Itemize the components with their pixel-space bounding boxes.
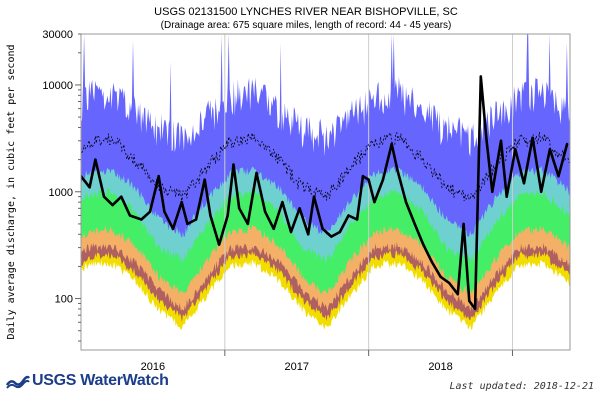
observed-point — [203, 178, 206, 181]
observed-point — [238, 207, 241, 210]
observed-point — [232, 163, 235, 166]
observed-point — [140, 218, 143, 221]
observed-point — [499, 139, 503, 142]
y-tick-label: 1000 — [49, 187, 73, 199]
percentile-bands — [81, 34, 570, 350]
y-tick-label: 10000 — [42, 80, 73, 92]
observed-point — [361, 175, 365, 178]
observed-point — [565, 142, 569, 146]
observed-point — [390, 142, 393, 146]
observed-point — [491, 190, 494, 193]
logo-text: USGS WaterWatch — [32, 372, 169, 389]
observed-point — [531, 136, 534, 139]
chart-title: USGS 02131500 LYNCHES RIVER NEAR BISHOPV… — [154, 6, 458, 18]
observed-point — [94, 158, 97, 161]
observed-point — [163, 210, 166, 213]
observed-point — [157, 175, 160, 178]
median-dashed-line — [81, 131, 570, 203]
observed-point — [263, 210, 267, 213]
x-tick-label: 2017 — [284, 361, 308, 373]
year-gridlines — [224, 34, 513, 350]
observed-point — [217, 243, 221, 246]
observed-point — [321, 227, 324, 230]
observed-point — [367, 178, 370, 181]
observed-series — [81, 75, 569, 311]
band-below-min — [81, 259, 570, 350]
usgs-wave-icon — [6, 375, 30, 389]
observed-point — [226, 214, 229, 217]
observed-point — [462, 222, 465, 226]
observed-point — [347, 214, 350, 217]
observed-point — [439, 275, 442, 278]
observed-point — [88, 186, 91, 189]
observed-point — [338, 230, 342, 234]
median-line — [81, 131, 570, 203]
observed-point — [548, 148, 552, 151]
y-tick-label: 100 — [55, 294, 73, 306]
observed-point — [540, 190, 543, 193]
observed-point — [209, 214, 212, 217]
observed-point — [312, 195, 316, 198]
observed-point — [396, 168, 399, 172]
y-tick-label: 30000 — [42, 29, 73, 41]
observed-point — [128, 214, 132, 217]
x-axis: 2016 2017 2018 — [141, 350, 513, 373]
observed-point — [194, 218, 198, 221]
observed-point — [448, 281, 451, 285]
observed-point — [557, 175, 560, 178]
observed-point — [430, 260, 434, 264]
x-tick-label: 2018 — [428, 361, 452, 373]
observed-point — [102, 195, 106, 198]
chart-subtitle: (Drainage area: 675 square miles, length… — [161, 20, 452, 31]
observed-point — [148, 210, 152, 213]
observed-point — [404, 200, 408, 204]
observed-point — [355, 218, 359, 221]
y-axis: 100 1000 10000 30000 — [42, 29, 81, 342]
observed-point — [468, 299, 471, 303]
observed-point — [505, 195, 508, 198]
observed-point — [422, 243, 425, 246]
observed-point — [485, 139, 488, 142]
observed-point — [272, 227, 275, 230]
observed-point — [522, 182, 526, 185]
y-axis-label: Daily average discharge, in cubic feet p… — [6, 44, 17, 339]
observed-point — [514, 148, 517, 151]
observed-point — [479, 75, 482, 78]
observed-point — [330, 235, 333, 238]
observed-point — [120, 195, 123, 198]
observed-point — [246, 222, 249, 226]
last-updated: Last updated: 2018-12-21 — [449, 381, 595, 392]
observed-point — [298, 207, 301, 210]
observed-point — [289, 230, 293, 234]
observed-point — [186, 222, 189, 226]
observed-point — [373, 200, 376, 204]
observed-point — [456, 293, 459, 296]
observed-point — [281, 200, 284, 204]
usgs-logo[interactable]: USGS WaterWatch — [6, 371, 169, 391]
observed-point — [255, 171, 258, 175]
observed-point — [307, 233, 310, 236]
observed-point — [413, 222, 416, 226]
observed-point — [473, 307, 477, 311]
observed-point — [171, 227, 175, 230]
x-tick-label: 2016 — [141, 361, 165, 373]
observed-point — [180, 200, 183, 204]
observed-point — [111, 203, 114, 207]
observed-point — [381, 178, 385, 181]
